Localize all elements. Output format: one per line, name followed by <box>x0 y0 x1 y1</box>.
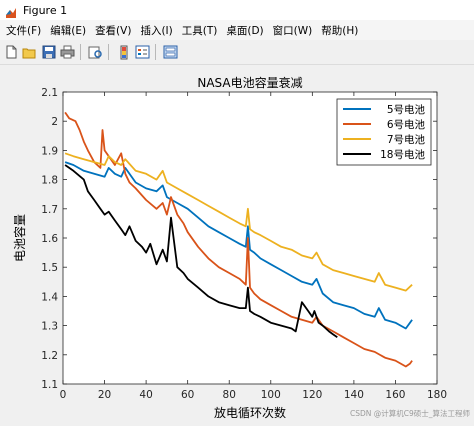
x-tick-label: 180 <box>427 389 447 401</box>
y-tick-label: 1.8 <box>41 175 58 187</box>
y-tick-label: 1.5 <box>41 262 58 274</box>
new-file-icon[interactable] <box>2 44 19 61</box>
legend-icon[interactable] <box>134 44 151 61</box>
x-tick-label: 80 <box>223 389 236 401</box>
x-tick-label: 60 <box>181 389 194 401</box>
series-line-3 <box>64 152 413 292</box>
toolbar-separator <box>108 44 109 60</box>
menu-view[interactable]: 查看(V) <box>95 24 132 37</box>
y-tick-label: 1.9 <box>41 145 58 157</box>
menu-edit[interactable]: 编辑(E) <box>50 24 87 37</box>
y-tick-label: 1.4 <box>41 291 58 303</box>
print-preview-icon[interactable] <box>87 44 104 61</box>
x-tick-label: 160 <box>385 389 405 401</box>
colorbar-icon[interactable] <box>115 44 132 61</box>
y-tick-label: 1.6 <box>41 233 58 245</box>
x-tick-label: 120 <box>302 389 322 401</box>
y-axis-label: 电池容量 <box>12 214 27 262</box>
watermark-text: CSDN @计算机C9硕士_算法工程师 <box>350 408 471 418</box>
y-tick-label: 1.3 <box>41 321 58 333</box>
y-tick-label: 1.7 <box>41 204 58 216</box>
x-tick-label: 20 <box>98 389 111 401</box>
window-titlebar: Figure 1 <box>0 0 474 20</box>
menu-bar: 文件(F) 编辑(E) 查看(V) 插入(I) 工具(T) 桌面(D) 窗口(W… <box>0 20 474 40</box>
capacity-chart: NASA电池容量衰减 放电循环次数 电池容量 0 20 40 60 80 100 120 14… <box>12 75 471 420</box>
toolbar-separator <box>80 44 81 60</box>
x-tick-label: 40 <box>139 389 152 401</box>
legend-label: 5号电池 <box>387 103 426 116</box>
open-folder-icon[interactable] <box>21 44 38 61</box>
y-tick-label: 2 <box>51 116 58 128</box>
menu-window[interactable]: 窗口(W) <box>272 24 313 37</box>
y-tick-label: 2.1 <box>41 87 58 99</box>
window-title: Figure 1 <box>23 3 68 17</box>
y-tick-label: 1.1 <box>41 379 58 391</box>
x-tick-label: 0 <box>60 389 67 401</box>
series-line-2 <box>64 111 413 368</box>
menu-help[interactable]: 帮助(H) <box>321 24 359 37</box>
y-tick-label: 1.2 <box>41 350 58 362</box>
x-tick-label: 100 <box>261 389 281 401</box>
menu-file[interactable]: 文件(F) <box>6 24 42 37</box>
save-icon[interactable] <box>40 44 57 61</box>
toolbar-separator <box>155 44 156 60</box>
print-icon[interactable] <box>59 44 76 61</box>
x-tick-label: 140 <box>344 389 364 401</box>
menu-desktop[interactable]: 桌面(D) <box>226 24 264 37</box>
menu-insert[interactable]: 插入(I) <box>140 24 173 37</box>
matlab-logo-icon <box>5 4 17 18</box>
figure-toolbar <box>0 40 474 65</box>
series-line-4 <box>64 164 338 339</box>
legend-label: 6号电池 <box>387 118 426 131</box>
legend-label: 7号电池 <box>387 133 426 146</box>
figure-area: NASA电池容量衰减 放电循环次数 电池容量 0 20 40 60 80 100 120 14… <box>0 65 474 422</box>
series-line-1 <box>64 161 413 330</box>
property-editor-icon[interactable] <box>162 44 179 61</box>
menu-tools[interactable]: 工具(T) <box>181 24 218 37</box>
chart-title: NASA电池容量衰减 <box>197 75 302 90</box>
legend-label: 18号电池 <box>380 148 425 161</box>
x-axis-label: 放电循环次数 <box>214 405 286 420</box>
